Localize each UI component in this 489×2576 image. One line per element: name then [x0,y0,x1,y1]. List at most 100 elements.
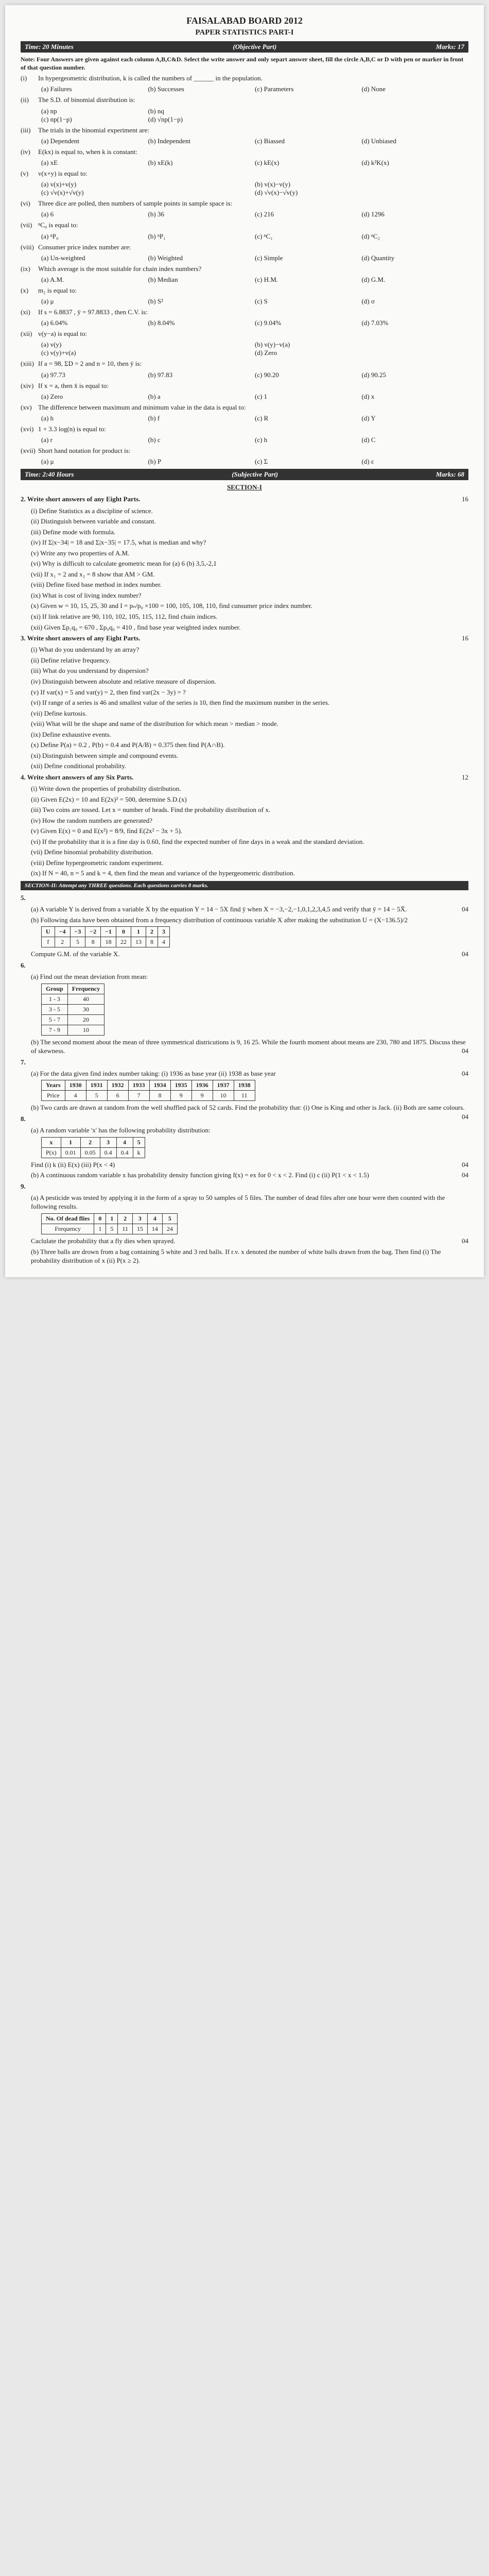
options-row: (a) v(x)+v(y)(b) v(x)−v(y) [41,180,468,189]
obj-part: (Objective Part) [233,43,276,51]
options-row: (a) xE(b) xE(k)(c) kE(x)(d) k²K(x) [41,159,468,167]
table-q6: GroupFrequency1 - 3403 - 5305 - 7207 - 9… [41,984,104,1036]
q9a: (a) A pesticide was tested by applying i… [31,1193,468,1211]
option: (d) √v(x)−√v(y) [255,189,362,197]
options-row: (a) μ(b) P(c) Σ(d) ε [41,457,468,466]
option: (b) c [148,436,255,444]
option: (a) 6.04% [41,319,148,327]
sub-part: (ix) Define exhaustive events. [31,730,468,739]
sub-part: (vi) Why is difficult to calculate geome… [31,559,468,568]
obj-question: (v)v(x+y) is equal to: [21,169,468,178]
sub-part: (vii) If x₁ = 2 and x₂ = 8 show that AM … [31,570,468,579]
option: (a) Zero [41,393,148,401]
option: (c) Simple [255,254,362,262]
option: (d) k²K(x) [362,159,469,167]
option: (a) A.M. [41,276,148,284]
option: (c) h [255,436,362,444]
option: (d) Quantity [362,254,469,262]
sub-part: (ii) Define relative frequency. [31,656,468,665]
sub-part: (xi) If link relative are 90, 110, 102, … [31,612,468,621]
obj-question: (xvii)Short hand notation for product is… [21,446,468,455]
obj-question: (iv)E(kx) is equal to, when k is constan… [21,147,468,157]
table-q9: No. Of dead flies012345Frequency15111514… [41,1213,178,1234]
options-row: (a) Failures(b) Successes(c) Parameters(… [41,85,468,93]
option: (a) 97.73 [41,371,148,379]
objective-bar: Time: 20 Minutes (Objective Part) Marks:… [21,41,468,53]
options-row: (a) Zero(b) a(c) 1(d) x [41,393,468,401]
q7a: (a) For the data given find index number… [31,1069,468,1078]
sub-part: (xii) Given Σp₁q₀ = 670 , Σp₀q₀ = 410 , … [31,623,468,632]
obj-question: (iii)The trials in the binomial experime… [21,126,468,135]
q6a: (a) Find out the mean deviation from mea… [31,972,468,981]
q5c: Compute G.M. of the variable X.04 [31,950,468,959]
sub-part: (iv) If Σ|x−34| = 18 and Σ|x−35| = 17.5,… [31,538,468,547]
option: (b) v(y)−v(a) [255,341,362,349]
option: (b) Weighted [148,254,255,262]
options-row: (a) r(b) c(c) h(d) C [41,436,468,444]
table-q8: x12345P(x)0.010.050.40.4k [41,1137,145,1158]
options-row: (a) h(b) f(c) R(d) Y [41,414,468,422]
sub-part: (i) Write down the properties of probabi… [31,784,468,793]
obj-marks: Marks: 17 [436,43,464,51]
option: (c) v(y)+v(a) [41,349,148,357]
q9a2: Caclulate the probability that a fly die… [31,1236,468,1246]
options-row: (a) v(y)(b) v(y)−v(a) [41,341,468,349]
option: (d) 90.25 [362,371,469,379]
option: (a) Dependent [41,137,148,145]
instructions: Note: Four Answers are given against eac… [21,56,468,72]
option: (c) np(1−p) [41,115,148,124]
options-row: (a) 6(b) 36(c) 216(d) 1296 [41,210,468,218]
sub-part: (vii) Define kurtosis. [31,709,468,718]
option: (b) 36 [148,210,255,218]
option: (d) None [362,85,469,93]
option: (b) ⁿP₁ [148,232,255,241]
option: (a) h [41,414,148,422]
option: (a) r [41,436,148,444]
option [148,189,255,197]
q3-heading: 3. Write short answers of any Eight Part… [21,634,468,643]
options-row: (a) A.M.(b) Median(c) H.M.(d) G.M. [41,276,468,284]
options-row: (c) np(1−p)(d) √np(1−p) [41,115,468,124]
option: (d) x [362,393,469,401]
subj-marks: Marks: 68 [436,470,464,479]
option: (c) 90.20 [255,371,362,379]
option: (b) Successes [148,85,255,93]
option: (b) Independent [148,137,255,145]
section-1-heading: SECTION-I [21,483,468,492]
option: (d) 7.03% [362,319,469,327]
sub-part: (viii) Define fixed base method in index… [31,580,468,589]
sub-part: (iii) Define mode with formula. [31,528,468,537]
option: (c) Biassed [255,137,362,145]
subjective-bar: Time: 2:40 Hours (Subjective Part) Marks… [21,469,468,480]
option: (b) v(x)−v(y) [255,180,362,189]
q8b: (b) A continuous random variable x has p… [31,1171,468,1180]
sub-part: (iv) How the random numbers are generate… [31,816,468,825]
option: (a) Failures [41,85,148,93]
sub-part: (ix) What is cost of living index number… [31,591,468,600]
q5a: (a) A variable Y is derived from a varia… [31,905,468,914]
subj-part: (Subjective Part) [232,470,278,479]
sub-part: (iv) Distinguish between absolute and re… [31,677,468,686]
option: (d) √np(1−p) [148,115,255,124]
sub-part: (x) Given w = 10, 15, 25, 30 and I = pₙ/… [31,601,468,611]
obj-question: (xiv)If x = a, then x̄ is equal to: [21,381,468,391]
q7b: (b) Two cards are drawn at random from t… [31,1103,468,1112]
sub-part: (i) What do you understand by an array? [31,645,468,654]
obj-question: (i)In hypergeometric distribution, k is … [21,74,468,83]
options-row: (a) np(b) nq [41,107,468,115]
option [362,349,469,357]
option [255,107,362,115]
obj-question: (ix)Which average is the most suitable f… [21,264,468,274]
paper-title: PAPER STATISTICS PART-I [21,28,468,37]
option: (d) ⁿC₂ [362,232,469,241]
sub-part: (xii) Define conditional probability. [31,761,468,771]
option [362,107,469,115]
sub-part: (viii) What will be the shape and name o… [31,719,468,728]
option: (d) 1296 [362,210,469,218]
obj-question: (xvi)1 + 3.3 log(n) is equal to: [21,425,468,434]
sub-part: (i) Define Statistics as a discipline of… [31,506,468,516]
obj-time: Time: 20 Minutes [25,43,74,51]
sub-part: (ix) If N = 40, n = 5 and k = 4, then fi… [31,869,468,878]
option: (c) H.M. [255,276,362,284]
option: (c) Σ [255,457,362,466]
